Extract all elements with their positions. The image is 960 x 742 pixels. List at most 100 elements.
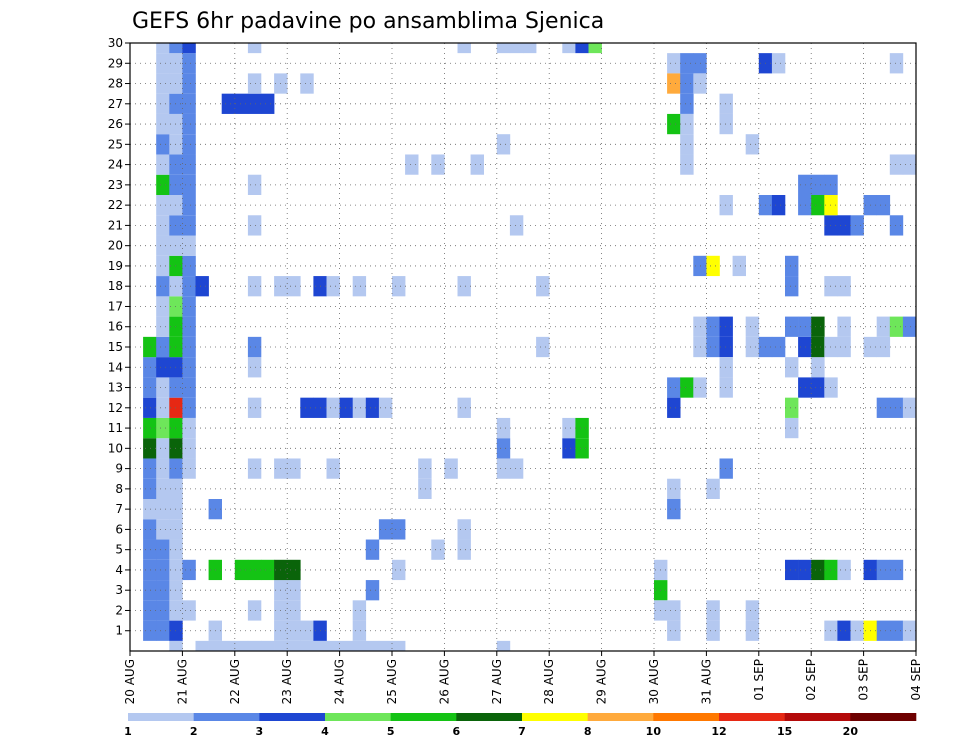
y-tick-label: 3	[115, 583, 123, 597]
heatmap-cell	[182, 43, 196, 54]
heatmap-cell	[365, 397, 380, 418]
heatmap-cell	[156, 559, 170, 581]
y-tick-label: 26	[108, 117, 123, 131]
heatmap-cell	[156, 174, 170, 195]
heatmap-cell	[287, 620, 301, 641]
heatmap-cell	[143, 478, 157, 499]
heatmap-cell	[143, 336, 157, 358]
heatmap-cell	[719, 113, 733, 135]
heatmap-cell	[889, 397, 904, 418]
heatmap-cell	[798, 559, 812, 581]
heatmap-cell	[300, 397, 314, 418]
heatmap-cell	[143, 499, 157, 520]
heatmap-cell	[156, 539, 170, 560]
heatmap-cell	[234, 559, 249, 581]
heatmap-cell	[247, 43, 262, 54]
heatmap-cell	[562, 417, 576, 439]
heatmap-cell	[182, 458, 196, 479]
heatmap-cell	[156, 397, 170, 418]
heatmap-cell	[143, 458, 157, 479]
colorbar-tick-label: 2	[190, 725, 198, 738]
y-tick-label: 21	[108, 218, 123, 232]
heatmap-cell	[156, 600, 170, 621]
heatmap-cell	[811, 357, 825, 378]
heatmap-cell	[182, 417, 196, 439]
heatmap-cell	[365, 539, 380, 560]
colorbar-swatch	[784, 713, 851, 721]
heatmap-cell	[352, 397, 367, 418]
heatmap-cell	[156, 235, 170, 256]
heatmap-cell	[509, 215, 524, 236]
heatmap-cell	[182, 377, 196, 398]
heatmap-cell	[326, 640, 340, 651]
heatmap-cell	[732, 255, 746, 277]
y-tick-label: 13	[108, 381, 123, 395]
heatmap-cell	[287, 580, 301, 601]
colorbar-tick-label: 12	[711, 725, 726, 738]
heatmap-cell	[156, 580, 170, 601]
heatmap-cell	[785, 255, 799, 277]
heatmap-cell	[326, 397, 340, 418]
heatmap-cell	[156, 499, 170, 520]
heatmap-cell	[156, 620, 170, 641]
heatmap-cell	[169, 640, 183, 651]
colorbar-tick-label: 4	[321, 725, 329, 738]
heatmap-cell	[156, 458, 170, 479]
heatmap-cell	[706, 478, 720, 499]
y-axis-ticks: 1234567891011121314151617181920212223242…	[108, 36, 130, 638]
heatmap-cell	[300, 640, 314, 651]
heatmap-cell	[418, 458, 432, 479]
colorbar-swatch	[587, 713, 654, 721]
heatmap-cell	[182, 255, 196, 277]
heatmap-cell	[536, 336, 550, 358]
heatmap-cell	[182, 174, 196, 195]
heatmap-cell	[902, 620, 917, 641]
heatmap-cell	[418, 478, 432, 499]
heatmap-cell	[392, 519, 406, 540]
heatmap-cell	[339, 640, 353, 651]
heatmap-cell	[902, 154, 917, 175]
heatmap-cell	[850, 620, 864, 641]
y-tick-label: 24	[108, 158, 123, 172]
heatmap-cell	[457, 43, 471, 54]
x-tick-label: 20 AUG	[123, 659, 137, 704]
heatmap-cell	[889, 620, 904, 641]
colorbar-swatch	[456, 713, 523, 721]
heatmap-cell	[785, 316, 799, 337]
heatmap-cell	[457, 276, 471, 297]
heatmap-cell	[182, 276, 196, 297]
heatmap-cell	[680, 53, 694, 74]
colorbar-tick-label: 5	[387, 725, 395, 738]
heatmap-cell	[182, 438, 196, 459]
heatmap-cell	[352, 600, 367, 621]
heatmap-cell	[247, 559, 262, 581]
heatmap-cell	[378, 640, 393, 651]
y-tick-label: 6	[115, 522, 123, 536]
colorbar-tick-label: 7	[518, 725, 526, 738]
heatmap-cell	[143, 600, 157, 621]
colorbar-tick-label: 10	[646, 725, 662, 738]
heatmap-cell	[719, 458, 733, 479]
heatmap-cell	[496, 43, 511, 54]
y-tick-label: 15	[108, 340, 123, 354]
heatmap-cell	[876, 397, 891, 418]
heatmap-cell	[706, 620, 720, 641]
heatmap-cell	[889, 53, 904, 74]
heatmap-cell	[156, 357, 170, 378]
heatmap-cell	[706, 255, 720, 277]
y-tick-label: 7	[115, 502, 123, 516]
heatmap-cell	[143, 539, 157, 560]
heatmap-cell	[719, 316, 733, 337]
heatmap-cell	[811, 336, 825, 358]
heatmap-cell	[785, 397, 799, 418]
heatmap-cell	[247, 458, 262, 479]
x-tick-label: 25 AUG	[385, 659, 399, 704]
heatmap-cell	[392, 559, 406, 581]
heatmap-cell	[745, 620, 760, 641]
y-tick-label: 9	[115, 462, 123, 476]
heatmap-cell	[457, 539, 471, 560]
heatmap-cell	[156, 316, 170, 337]
y-tick-label: 25	[108, 137, 123, 151]
heatmap-cell	[798, 377, 812, 398]
heatmap-cell	[352, 620, 367, 641]
